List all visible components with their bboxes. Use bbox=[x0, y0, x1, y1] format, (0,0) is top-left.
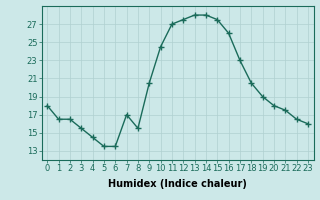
X-axis label: Humidex (Indice chaleur): Humidex (Indice chaleur) bbox=[108, 179, 247, 189]
